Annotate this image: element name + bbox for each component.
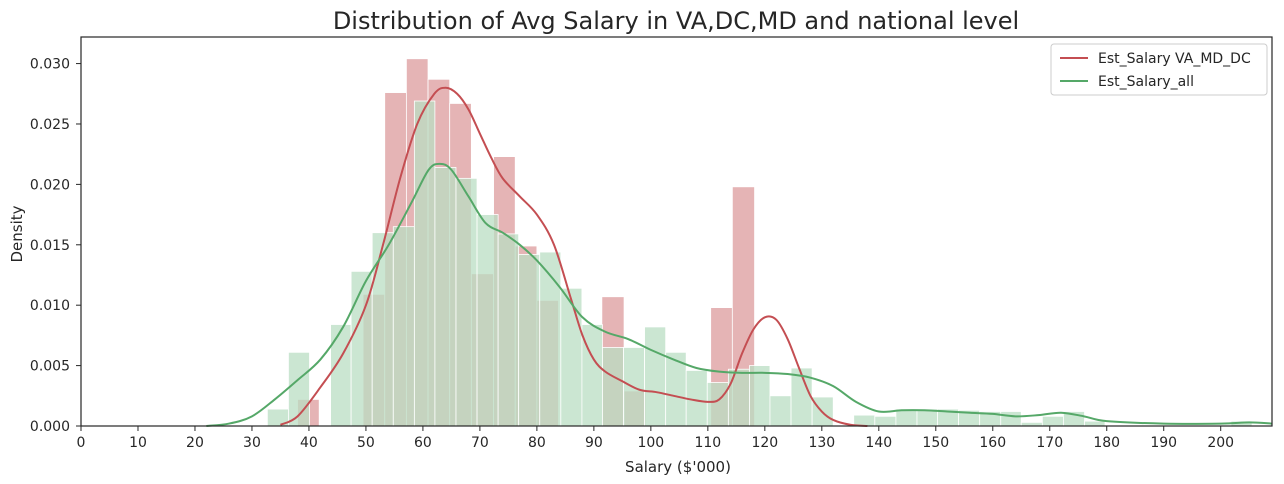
histogram-bar <box>749 365 771 427</box>
x-tick-label: 140 <box>865 435 892 451</box>
y-axis-title: Density <box>8 205 26 262</box>
legend-box <box>1050 43 1268 96</box>
y-tick-label: 0.025 <box>30 117 70 133</box>
histogram-bar <box>497 233 520 427</box>
y-tick-label: 0.005 <box>30 359 70 375</box>
histogram-bar <box>392 226 415 427</box>
x-tick-label: 60 <box>414 435 432 451</box>
y-tick-label: 0.010 <box>30 298 70 314</box>
histogram-bar <box>518 254 541 427</box>
x-tick-label: 150 <box>922 435 949 451</box>
histogram-bar <box>434 167 457 427</box>
histogram-bar <box>1041 415 1064 427</box>
histogram-bar <box>560 287 583 427</box>
histogram-bar <box>644 326 667 427</box>
histogram-bar <box>895 408 918 427</box>
x-tick-label: 110 <box>694 435 721 451</box>
x-tick-label: 20 <box>186 435 204 451</box>
y-tick-label: 0.030 <box>30 57 70 73</box>
histogram-bar <box>539 251 562 427</box>
legend-label: Est_Salary VA_MD_DC <box>1098 51 1251 67</box>
histogram-bar <box>874 415 897 427</box>
x-tick-label: 10 <box>129 435 147 451</box>
x-tick-label: 80 <box>528 435 546 451</box>
x-tick-label: 100 <box>637 435 664 451</box>
y-tick-label: 0.000 <box>30 419 70 435</box>
histogram-bar <box>1084 420 1106 427</box>
x-tick-label: 90 <box>585 435 603 451</box>
histogram-bar <box>455 177 478 427</box>
histogram-bar <box>371 232 394 427</box>
x-tick-label: 0 <box>77 435 86 451</box>
histogram-bar <box>330 324 352 427</box>
x-tick-label: 200 <box>1207 435 1234 451</box>
histogram-bar <box>602 347 624 427</box>
x-tick-label: 170 <box>1036 435 1063 451</box>
histogram-bar <box>769 395 792 427</box>
histogram-bar <box>853 414 876 427</box>
plot-area <box>206 58 1273 427</box>
x-tick-label: 50 <box>357 435 375 451</box>
x-tick-label: 130 <box>808 435 835 451</box>
histogram-bar <box>476 214 499 427</box>
y-tick-label: 0.015 <box>30 238 70 254</box>
legend-label: Est_Salary_all <box>1098 74 1194 90</box>
plot-frame <box>80 36 1273 427</box>
x-tick-label: 70 <box>471 435 489 451</box>
histogram-series-1 <box>266 100 1253 427</box>
x-tick-label: 180 <box>1093 435 1120 451</box>
chart-title: Distribution of Avg Salary in VA,DC,MD a… <box>333 7 1019 35</box>
y-tick-label: 0.020 <box>30 177 70 193</box>
x-tick-label: 120 <box>751 435 778 451</box>
histogram-bar <box>413 100 436 427</box>
histogram-bar <box>706 382 729 427</box>
x-tick-label: 30 <box>243 435 261 451</box>
x-tick-label: 40 <box>300 435 318 451</box>
legend: Est_Salary VA_MD_DC Est_Salary_all <box>1050 43 1268 96</box>
histogram-bar <box>727 368 750 427</box>
x-tick-label: 190 <box>1150 435 1177 451</box>
x-tick-label: 160 <box>979 435 1006 451</box>
x-axis-title: Salary ($'000) <box>625 458 731 476</box>
histogram-bar <box>1000 411 1022 427</box>
kde-line-1 <box>206 162 1273 427</box>
kde-line-0 <box>280 86 868 427</box>
x-axis: 0 10 20 30 40 50 60 70 80 90 100 110 120 130 140 150 160… <box>77 426 1234 451</box>
y-axis: 0.000 0.005 0.010 0.015 0.020 0.025 0.030 <box>30 57 81 435</box>
